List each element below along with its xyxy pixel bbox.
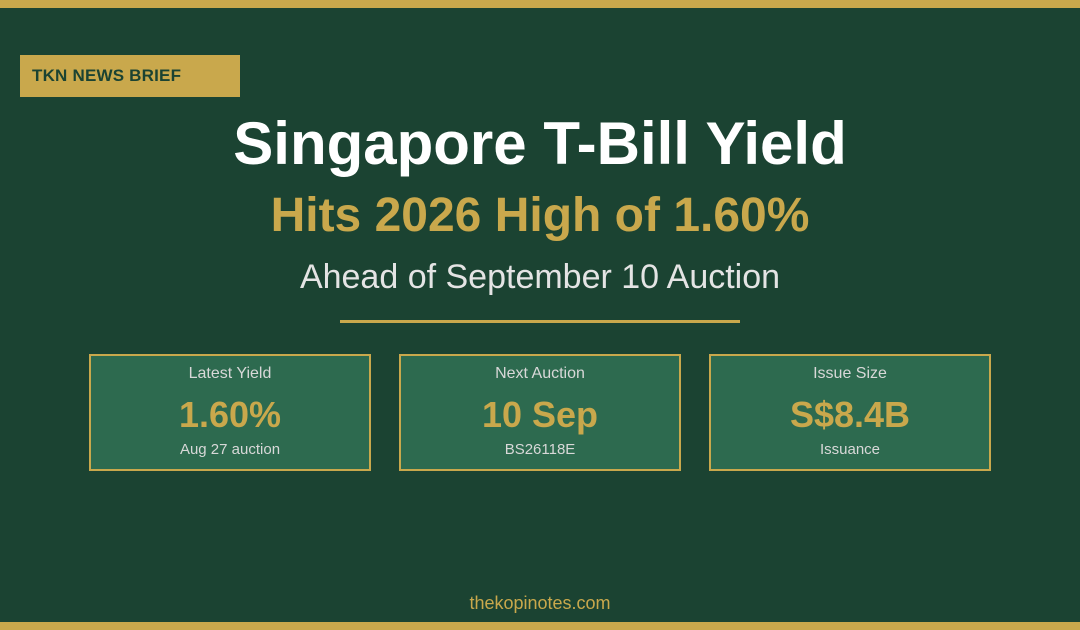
stat-card-note: Aug 27 auction: [179, 441, 281, 458]
stat-card-latest-yield: Latest Yield 1.60% Aug 27 auction: [89, 354, 371, 471]
stat-card-value: S$8.4B: [789, 394, 911, 435]
headline-title: Singapore T-Bill Yield: [233, 110, 847, 177]
news-brief-badge: TKN NEWS BRIEF: [20, 55, 240, 97]
bottom-accent-bar: [0, 622, 1080, 630]
top-accent-bar: [0, 0, 1080, 8]
stat-card-note: BS26118E: [504, 441, 576, 458]
stat-card-next-auction: Next Auction 10 Sep BS26118E: [399, 354, 681, 471]
stat-card-issue-size: Issue Size S$8.4B Issuance: [709, 354, 991, 471]
stat-card-note: Issuance: [819, 441, 881, 458]
footer-website-link[interactable]: thekopinotes.com: [469, 593, 611, 613]
stat-card-label: Issue Size: [813, 365, 887, 382]
stat-card-value: 10 Sep: [481, 394, 599, 435]
divider-line: [340, 320, 740, 323]
stat-card-label: Latest Yield: [188, 365, 272, 382]
stat-card-label: Next Auction: [495, 365, 585, 382]
headline-subtitle: Hits 2026 High of 1.60%: [270, 189, 810, 242]
headline-tagline: Ahead of September 10 Auction: [299, 258, 781, 296]
stat-card-value: 1.60%: [178, 394, 282, 435]
